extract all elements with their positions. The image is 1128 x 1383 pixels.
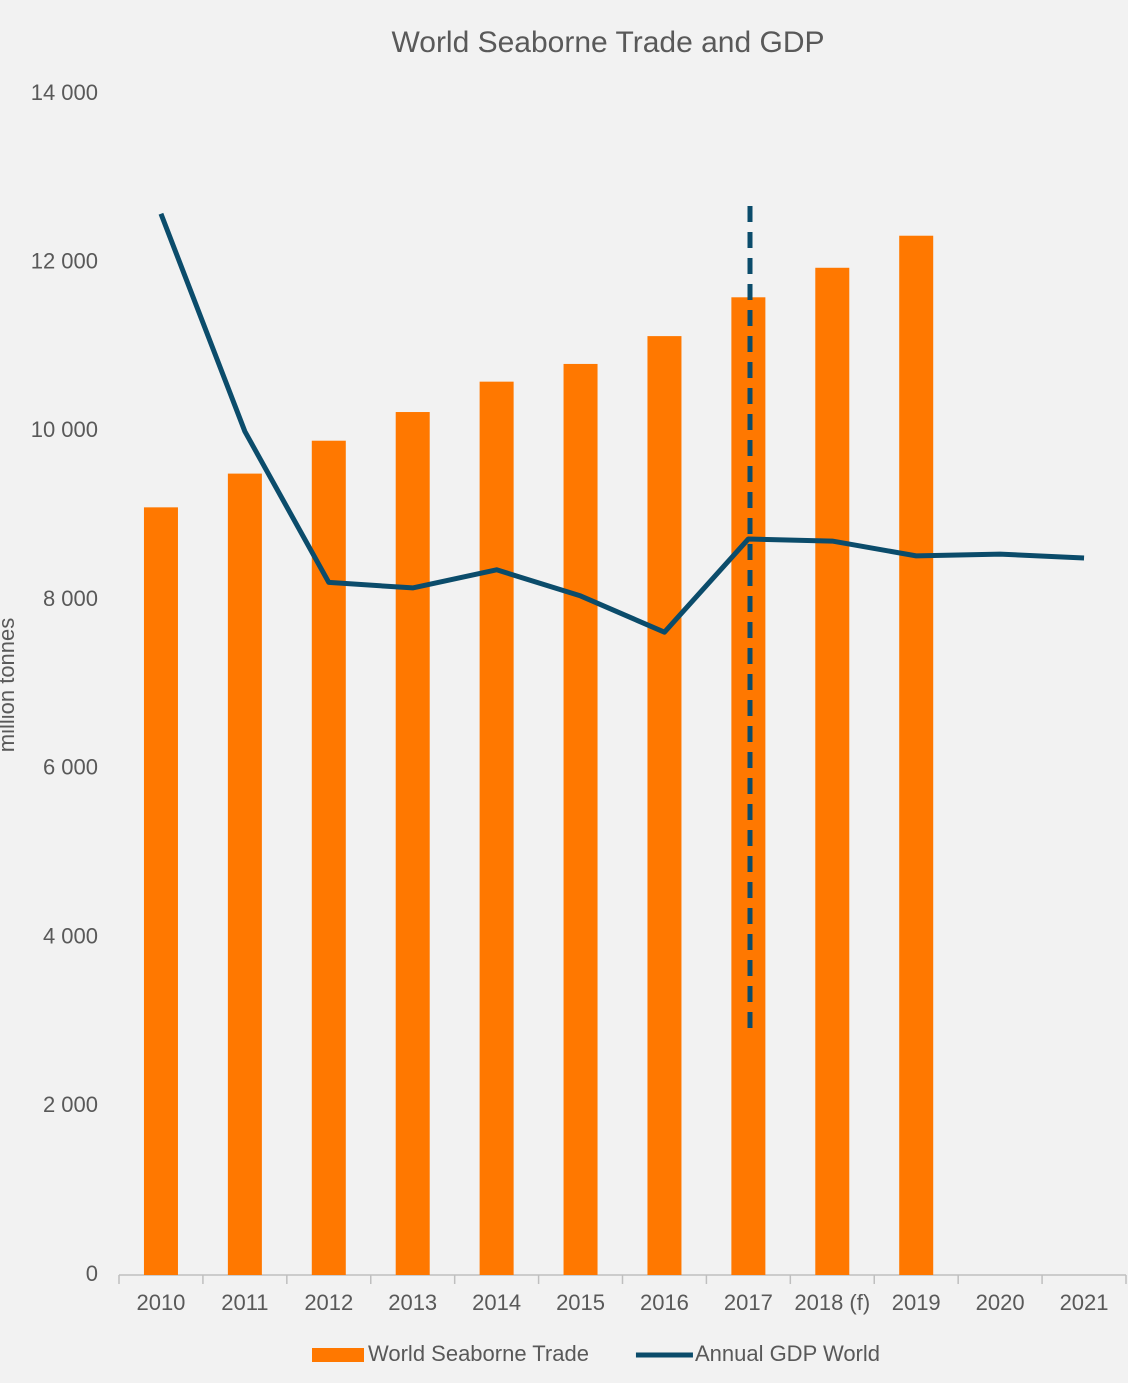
y-tick-label: 12 000 bbox=[31, 249, 98, 274]
x-tick-label: 2018 (f) bbox=[794, 1290, 870, 1315]
bar bbox=[899, 235, 934, 1276]
bar bbox=[395, 412, 430, 1275]
legend-swatch bbox=[312, 1348, 364, 1362]
legend-label: Annual GDP World bbox=[695, 1341, 880, 1366]
x-tick-label: 2020 bbox=[976, 1290, 1025, 1315]
legend-label: World Seaborne Trade bbox=[368, 1341, 589, 1366]
y-tick-label: 14 000 bbox=[31, 80, 98, 105]
x-tick-label: 2012 bbox=[304, 1290, 353, 1315]
bar bbox=[143, 507, 178, 1276]
x-tick-label: 2013 bbox=[388, 1290, 437, 1315]
y-tick-label: 8 000 bbox=[43, 586, 98, 611]
chart-title: World Seaborne Trade and GDP bbox=[391, 26, 824, 59]
x-tick-label: 2017 bbox=[724, 1290, 773, 1315]
y-tick-label: 6 000 bbox=[43, 755, 98, 780]
y-tick-label: 4 000 bbox=[43, 923, 98, 948]
x-tick-label: 2015 bbox=[556, 1290, 605, 1315]
y-tick-label: 0 bbox=[86, 1261, 98, 1286]
bar bbox=[647, 336, 682, 1276]
x-tick-label: 2019 bbox=[892, 1290, 941, 1315]
bar bbox=[815, 267, 850, 1275]
line bbox=[158, 212, 1085, 635]
x-tick-label: 2011 bbox=[221, 1290, 268, 1315]
x-tick-label: 2014 bbox=[472, 1290, 521, 1315]
x-tick-label: 2021 bbox=[1060, 1290, 1109, 1315]
y-tick-label: 10 000 bbox=[31, 417, 98, 442]
bar bbox=[563, 363, 598, 1275]
x-tick-label: 2016 bbox=[640, 1290, 689, 1315]
y-axis-label: million tonnes bbox=[0, 618, 19, 753]
bar bbox=[479, 381, 514, 1276]
x-tick-label: 2010 bbox=[136, 1290, 185, 1315]
y-tick-label: 2 000 bbox=[43, 1092, 98, 1117]
bar bbox=[227, 473, 262, 1275]
